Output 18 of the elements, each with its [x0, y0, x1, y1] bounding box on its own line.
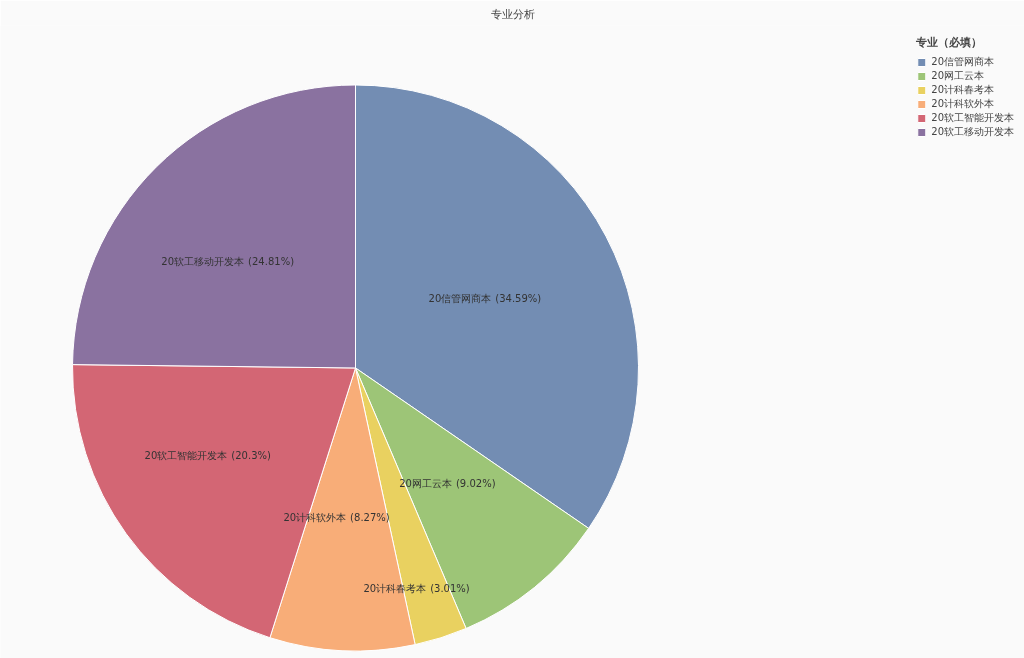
legend-label: 20计科春考本 — [931, 83, 994, 97]
data-label: (24.81%) — [248, 255, 295, 267]
slice-label: 20软工移动开发本 — [161, 255, 245, 267]
data-label: (9.02%) — [455, 478, 496, 490]
legend-label: 20网工云本 — [931, 69, 984, 83]
slice-label: 20信管网商本 — [428, 292, 492, 304]
legend-label: 20计科软外本 — [931, 97, 994, 111]
slice-label: 20计科春考本 — [363, 583, 427, 595]
chart-title: 专业分析 — [490, 7, 535, 21]
legend-label: 20软工移动开发本 — [931, 125, 1014, 139]
legend-title: 专业（必填） — [916, 35, 984, 50]
data-label: (8.27%) — [350, 512, 390, 524]
data-label: (34.59%) — [495, 292, 542, 304]
slice-label: 20软工智能开发本 — [144, 450, 228, 462]
legend-label: 20软工智能开发本 — [931, 111, 1014, 125]
legend-label: 20信管网商本 — [931, 55, 994, 69]
data-label: (20.3%) — [231, 450, 272, 462]
slice-label: 20计科软外本 — [283, 512, 347, 524]
